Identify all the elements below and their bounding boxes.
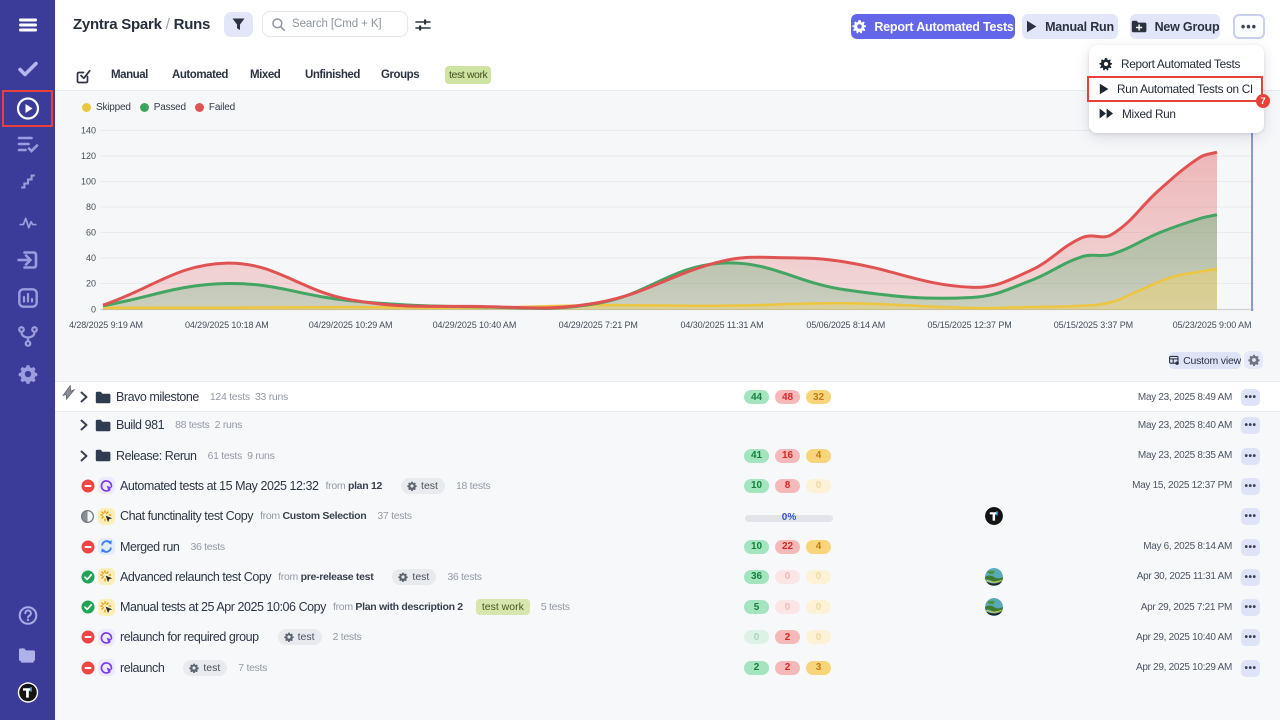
svg-text:04/29/2025 10:18 AM: 04/29/2025 10:18 AM (185, 320, 269, 330)
svg-text:05/15/2025 12:37 PM: 05/15/2025 12:37 PM (928, 320, 1012, 330)
svg-text:05/15/2025 3:37 PM: 05/15/2025 3:37 PM (1054, 320, 1133, 330)
svg-text:60: 60 (86, 228, 96, 238)
svg-text:4/28/2025 9:19 AM: 4/28/2025 9:19 AM (69, 320, 143, 330)
svg-text:05/06/2025 8:14 AM: 05/06/2025 8:14 AM (806, 320, 885, 330)
svg-text:140: 140 (81, 126, 96, 136)
svg-text:120: 120 (81, 151, 96, 161)
svg-text:40: 40 (86, 253, 96, 263)
svg-text:04/29/2025 10:40 AM: 04/29/2025 10:40 AM (433, 320, 517, 330)
svg-text:80: 80 (86, 202, 96, 212)
svg-text:20: 20 (86, 279, 96, 289)
svg-text:04/29/2025 10:29 AM: 04/29/2025 10:29 AM (309, 320, 393, 330)
svg-text:04/29/2025 7:21 PM: 04/29/2025 7:21 PM (559, 320, 638, 330)
svg-text:04/30/2025 11:31 AM: 04/30/2025 11:31 AM (680, 320, 763, 330)
svg-text:100: 100 (81, 177, 96, 187)
svg-text:05/23/2025 9:00 AM: 05/23/2025 9:00 AM (1173, 320, 1252, 330)
svg-text:0: 0 (91, 305, 96, 315)
